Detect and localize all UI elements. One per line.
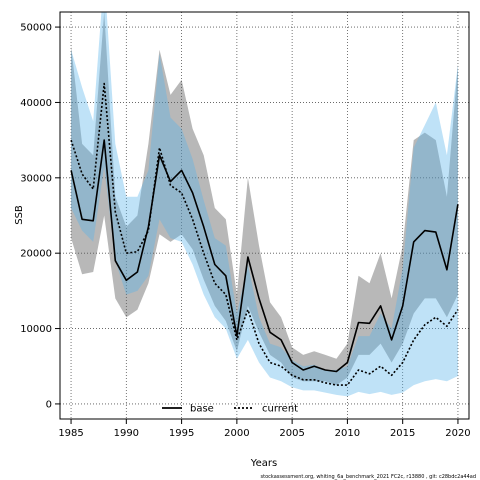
x-tick-label: 2000 [224, 428, 249, 439]
confidence-bands [71, 12, 458, 397]
line-current [70, 82, 459, 386]
y-tick-label: 10000 [20, 324, 52, 335]
x-tick-label: 1990 [114, 428, 139, 439]
line-base [70, 139, 459, 373]
band-base [71, 12, 458, 386]
grid [60, 12, 469, 419]
legend-label-current: current [262, 404, 298, 415]
y-axis-title: SSB [14, 205, 25, 225]
series-lines [70, 82, 459, 386]
y-axis: 0 10000 20000 30000 40000 50000 [20, 23, 60, 410]
y-tick-label: 0 [46, 399, 52, 410]
y-tick-label: 20000 [20, 249, 52, 260]
band-current [71, 12, 458, 397]
x-axis-title: Years [250, 458, 277, 469]
x-tick-label: 1985 [58, 428, 83, 439]
plot-frame [59, 11, 470, 420]
x-tick-label: 2020 [445, 428, 470, 439]
footer-text: stockassessment.org, whiting_6a_benchmar… [261, 474, 476, 480]
x-axis: 1985 1990 1995 2000 2005 2010 2015 2020 [58, 419, 471, 439]
legend-label-base: base [190, 404, 214, 415]
y-tick-label: 30000 [20, 173, 52, 184]
x-tick-label: 2005 [279, 428, 304, 439]
y-tick-label: 40000 [20, 98, 52, 109]
legend: base current [162, 404, 298, 415]
x-tick-label: 1995 [169, 428, 194, 439]
y-tick-label: 50000 [20, 23, 52, 34]
x-tick-label: 2010 [335, 428, 360, 439]
x-tick-label: 2015 [390, 428, 415, 439]
